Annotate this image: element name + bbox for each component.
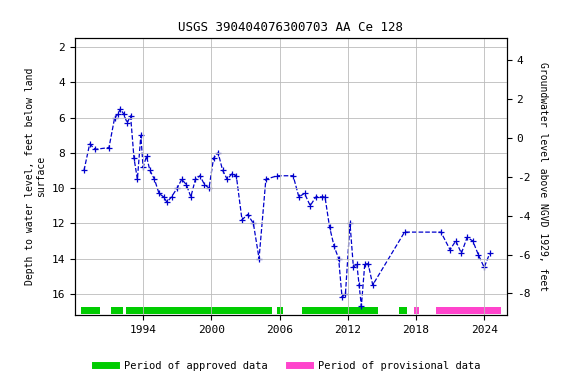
Legend: Period of approved data, Period of provisional data: Period of approved data, Period of provi… [91, 357, 485, 375]
Y-axis label: Groundwater level above NGVD 1929, feet: Groundwater level above NGVD 1929, feet [539, 62, 548, 291]
Bar [437, 306, 501, 314]
Bar [414, 306, 419, 314]
Bar [81, 306, 100, 314]
Bar [399, 306, 407, 314]
Bar [302, 306, 378, 314]
Bar [277, 306, 283, 314]
Bar [126, 306, 271, 314]
Title: USGS 390404076300703 AA Ce 128: USGS 390404076300703 AA Ce 128 [179, 22, 403, 35]
Y-axis label: Depth to water level, feet below land
surface: Depth to water level, feet below land su… [25, 68, 46, 285]
Bar [111, 306, 123, 314]
